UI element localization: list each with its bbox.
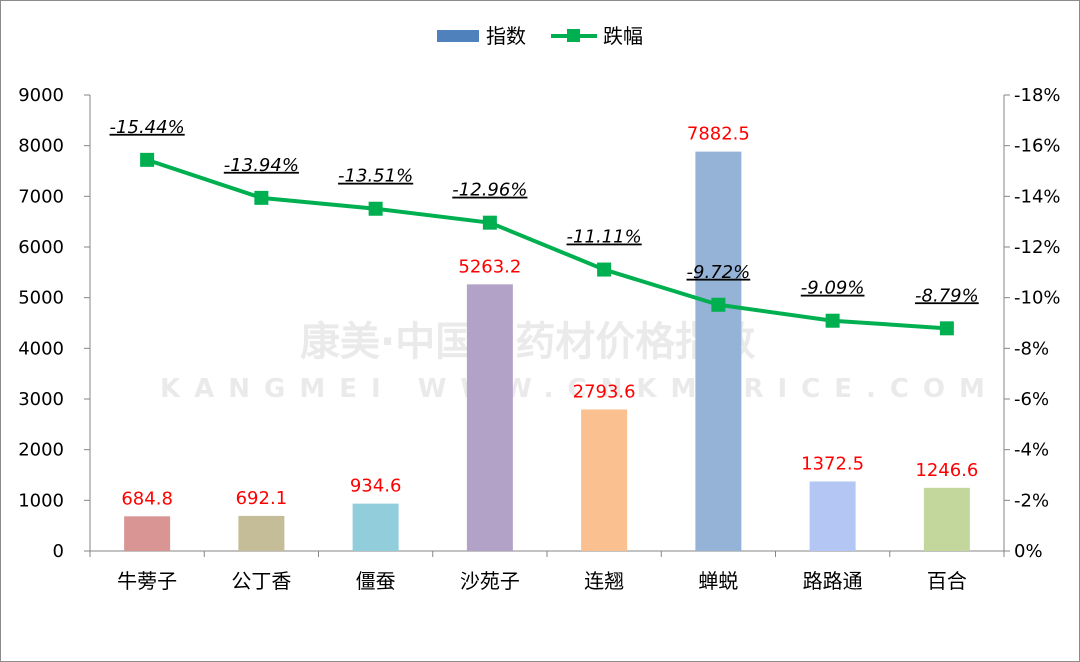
y-tick-label-left: 3000 (18, 389, 64, 410)
legend-line-marker (567, 29, 580, 42)
y-tick-label-right: -12% (1014, 237, 1061, 258)
y-tick-label-left: 6000 (18, 237, 64, 258)
line-point (825, 313, 840, 328)
line-point (368, 201, 383, 216)
x-tick-label: 僵蚕 (356, 569, 396, 593)
line-path (146, 157, 948, 331)
y-tick-label-right: 0% (1014, 541, 1043, 562)
line-point (939, 321, 954, 336)
line-value-label: -13.51% (338, 166, 413, 187)
line-value-label: -11.11% (567, 227, 642, 248)
y-tick-label-right: -6% (1014, 389, 1049, 410)
watermark: 康美·中国中药材价格指数 KANGMEI WWW.CNKMPRICE.COM (160, 319, 999, 404)
line-point (254, 190, 269, 205)
bar (124, 516, 171, 551)
legend-line-label: 跌幅 (603, 24, 643, 48)
line-point (597, 262, 612, 277)
line-value-label: -13.94% (224, 155, 299, 176)
y-tick-label-right: -2% (1014, 490, 1049, 511)
y-tick-label-left: 9000 (18, 85, 64, 106)
line-point (140, 152, 155, 167)
bar-value-label: 1372.5 (801, 453, 864, 474)
watermark-main: 康美·中国中药材价格指数 (300, 319, 755, 365)
bar (923, 487, 970, 551)
line-value-label: -12.96% (452, 180, 527, 201)
y-tick-label-left: 4000 (18, 338, 64, 359)
y-tick-label-right: -14% (1014, 186, 1061, 207)
line-point (711, 297, 726, 312)
y-tick-label-left: 7000 (18, 186, 64, 207)
y-tick-label-left: 8000 (18, 136, 64, 157)
bar (581, 409, 628, 551)
x-tick-label: 沙苑子 (460, 569, 520, 593)
bar-value-label: 2793.6 (573, 381, 636, 402)
watermark-sub: KANGMEI WWW.CNKMPRICE.COM (160, 374, 999, 404)
bar-value-label: 684.8 (121, 488, 173, 509)
line-point (482, 215, 497, 230)
y-tick-label-right: -4% (1014, 440, 1049, 461)
y-tick-label-left: 0 (53, 541, 64, 562)
x-tick-label: 蝉蜕 (698, 569, 738, 593)
bar (352, 503, 399, 551)
legend-bar-label: 指数 (486, 24, 526, 48)
legend-bar-swatch (437, 30, 479, 42)
bar-value-label: 7882.5 (687, 124, 750, 145)
x-tick-label: 百合 (927, 569, 967, 593)
y-tick-label-right: -18% (1014, 85, 1061, 106)
x-tick-label: 牛蒡子 (117, 569, 177, 593)
bar (238, 515, 285, 551)
line-value-label: -9.09% (801, 278, 865, 299)
x-tick-label: 公丁香 (231, 569, 291, 593)
y-tick-label-right: -10% (1014, 288, 1061, 309)
x-tick-label: 连翘 (584, 569, 624, 593)
bar-value-label: 1246.6 (915, 460, 978, 481)
data-labels: 684.8 692.1 934.6 5263.2 2793.6 7882.5 1372.5 1… (110, 117, 979, 509)
bar-value-label: 692.1 (236, 488, 288, 509)
y-tick-label-left: 5000 (18, 288, 64, 309)
bar (695, 151, 742, 551)
legend: 指数 跌幅 (437, 24, 643, 48)
bar-value-label: 934.6 (350, 476, 402, 497)
line-series (140, 152, 954, 336)
bar (809, 481, 856, 551)
y-tick-label-right: -8% (1014, 338, 1049, 359)
x-tick-label: 路路通 (803, 569, 863, 593)
y-tick-label-left: 2000 (18, 440, 64, 461)
bars (124, 151, 970, 551)
y-tick-label-left: 1000 (18, 490, 64, 511)
line-value-label: -15.44% (110, 117, 185, 138)
bar-value-label: 5263.2 (458, 256, 521, 277)
y-tick-label-right: -16% (1014, 136, 1061, 157)
line-value-label: -9.72% (687, 262, 751, 283)
bar (466, 284, 513, 551)
line-value-label: -8.79% (915, 285, 979, 306)
